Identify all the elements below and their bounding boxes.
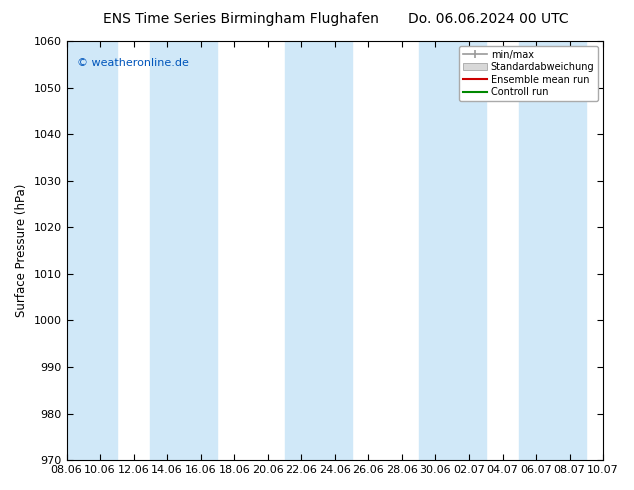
Bar bbox=[418, 41, 486, 460]
Bar bbox=[285, 41, 352, 460]
Legend: min/max, Standardabweichung, Ensemble mean run, Controll run: min/max, Standardabweichung, Ensemble me… bbox=[458, 46, 598, 101]
Text: ENS Time Series Birmingham Flughafen: ENS Time Series Birmingham Flughafen bbox=[103, 12, 379, 26]
Bar bbox=[150, 41, 217, 460]
Text: © weatheronline.de: © weatheronline.de bbox=[77, 58, 189, 68]
Y-axis label: Surface Pressure (hPa): Surface Pressure (hPa) bbox=[15, 184, 28, 318]
Text: Do. 06.06.2024 00 UTC: Do. 06.06.2024 00 UTC bbox=[408, 12, 569, 26]
Bar bbox=[50, 41, 117, 460]
Bar bbox=[519, 41, 586, 460]
